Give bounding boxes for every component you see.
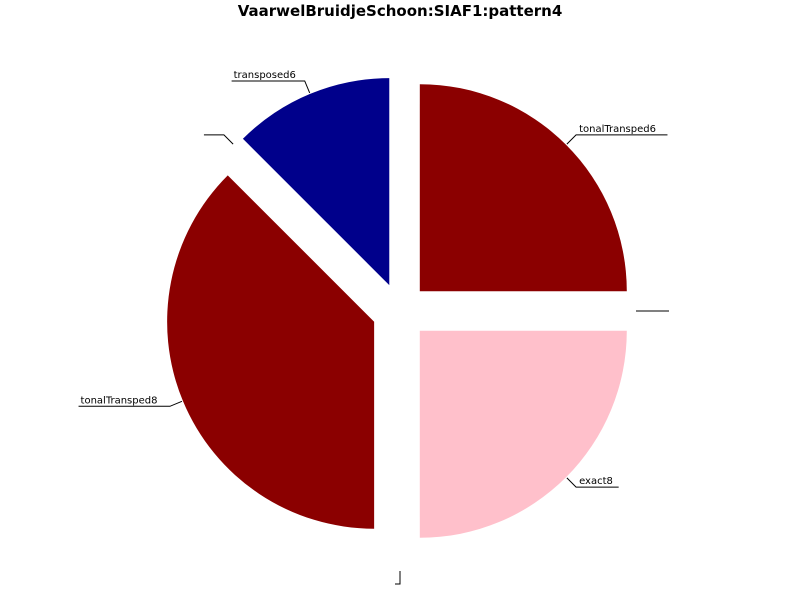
pie-slice-tonalTransped8 xyxy=(167,175,375,529)
pie-slice-tonalTransped6 xyxy=(419,84,627,292)
slice-label: tonalTransped6 xyxy=(579,124,656,135)
slice-label: tonalTransped8 xyxy=(81,395,158,406)
label-leaders xyxy=(78,80,669,585)
leader-line xyxy=(203,134,234,145)
pie-slice-transposed6 xyxy=(242,78,390,286)
slice-label: transposed6 xyxy=(234,70,296,81)
leader-line xyxy=(566,134,668,145)
leader-line xyxy=(566,477,619,488)
pie-slices xyxy=(167,78,627,538)
chart-title: VaarwelBruidjeSchoon:SIAF1:pattern4 xyxy=(237,2,563,20)
pie-slice-exact8 xyxy=(419,330,627,538)
leader-line xyxy=(395,571,401,585)
slice-label: exact8 xyxy=(579,476,613,487)
slice-labels: tonalTransped6 exact8 tonalTransped8 transp… xyxy=(81,70,656,487)
leader-line xyxy=(231,80,311,94)
leader-line xyxy=(78,400,183,407)
